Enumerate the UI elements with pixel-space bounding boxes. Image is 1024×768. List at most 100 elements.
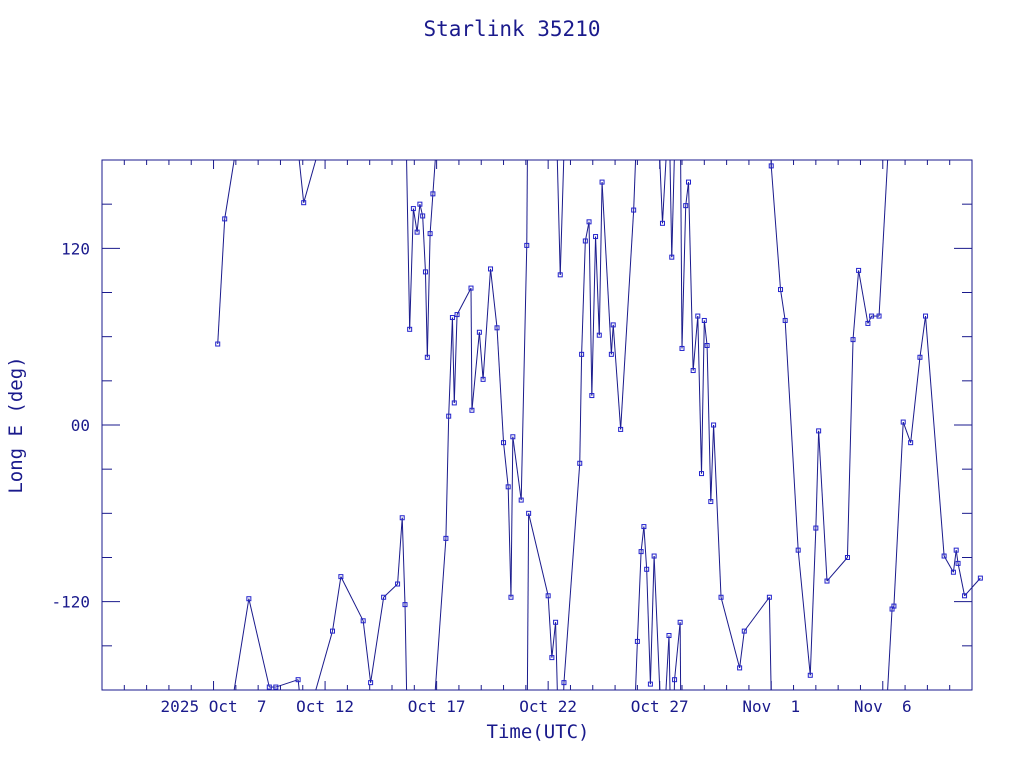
- series-segment: [434, 538, 447, 691]
- data-point: [669, 254, 675, 260]
- data-point: [666, 633, 672, 639]
- series-segment: [692, 316, 699, 371]
- data-point: [686, 179, 692, 185]
- series-segment: [510, 436, 514, 598]
- data-point: [505, 484, 511, 490]
- series-segment: [826, 557, 848, 582]
- series-segment: [233, 598, 250, 691]
- data-point: [599, 179, 605, 185]
- series-segment: [370, 597, 385, 683]
- series-segment: [555, 622, 558, 691]
- series-segment: [878, 159, 889, 317]
- data-point: [683, 203, 689, 209]
- series-segment: [636, 551, 642, 642]
- series-segment: [584, 221, 590, 242]
- data-point: [381, 594, 387, 600]
- series-segment: [579, 354, 583, 464]
- series-segment: [563, 463, 581, 683]
- series-segment: [858, 270, 869, 324]
- data-point: [577, 460, 583, 466]
- series-segment: [770, 165, 782, 290]
- data-point: [417, 201, 423, 207]
- data-point: [468, 285, 474, 291]
- data-point: [301, 200, 307, 206]
- data-point: [579, 351, 585, 357]
- series-segment: [784, 320, 799, 551]
- data-point: [518, 497, 524, 503]
- data-point: [699, 471, 705, 477]
- data-point: [718, 594, 724, 600]
- y-tick-label: -120: [51, 593, 90, 612]
- series-segment: [217, 218, 226, 345]
- series-segment: [818, 430, 828, 582]
- data-point: [410, 206, 416, 212]
- data-point: [690, 368, 696, 374]
- x-tick-label: Oct 12: [296, 697, 354, 716]
- data-point: [593, 234, 599, 240]
- data-point: [950, 569, 956, 575]
- series-segment: [743, 596, 770, 632]
- series-segment: [422, 215, 426, 272]
- data-point: [430, 191, 436, 197]
- data-point: [561, 680, 567, 686]
- series-segment: [893, 422, 904, 607]
- series-segment: [910, 357, 921, 443]
- series-segment: [448, 317, 453, 417]
- series-segment: [512, 436, 522, 501]
- data-point: [782, 317, 788, 323]
- data-point: [295, 677, 301, 683]
- data-point: [330, 628, 336, 634]
- series-segment: [902, 421, 912, 443]
- data-point: [420, 213, 426, 219]
- data-point: [695, 313, 701, 319]
- data-point: [908, 440, 914, 446]
- data-point: [876, 313, 882, 319]
- series-segment: [298, 159, 305, 203]
- data-point: [900, 419, 906, 425]
- data-point: [708, 499, 714, 505]
- data-point: [469, 407, 475, 413]
- data-point: [634, 638, 640, 644]
- series-segment: [697, 316, 703, 474]
- series-segment: [925, 316, 945, 557]
- x-axis-label: Time(UTC): [487, 721, 590, 743]
- series-segment: [315, 630, 333, 691]
- series-segment: [671, 159, 675, 258]
- series-segment: [429, 193, 434, 234]
- data-point: [795, 547, 801, 553]
- data-point: [824, 578, 830, 584]
- x-tick-label: Nov 6: [854, 697, 912, 716]
- series-segment: [453, 314, 458, 403]
- x-tick-label: 2025 Oct 7: [161, 697, 267, 716]
- data-point: [608, 351, 614, 357]
- series-segment: [362, 620, 372, 683]
- series-segment: [551, 622, 557, 658]
- data-point: [266, 684, 272, 690]
- data-point: [813, 525, 819, 531]
- x-axis-tick-labels: 2025 Oct 7 Oct 12 Oct 17 Oct 22 Oct 27 Nov 1 N…: [161, 697, 912, 716]
- data-point: [891, 603, 897, 609]
- series-segment: [598, 182, 603, 336]
- series-segment: [601, 182, 612, 355]
- data-point: [816, 428, 822, 434]
- series-segment: [635, 641, 638, 691]
- series-segment: [224, 159, 235, 219]
- data-point: [399, 515, 405, 521]
- data-point: [741, 628, 747, 634]
- data-point: [679, 345, 685, 351]
- series-segment: [409, 208, 414, 330]
- data-point: [641, 524, 647, 530]
- series-segment: [482, 268, 492, 380]
- series-segment: [275, 679, 299, 688]
- series-segment: [426, 233, 431, 358]
- plot-frame: [101, 159, 973, 691]
- series-segment: [507, 486, 512, 598]
- series-segment: [809, 528, 817, 676]
- series-segment: [456, 287, 472, 315]
- data-point: [586, 219, 592, 225]
- series-segment: [952, 550, 957, 573]
- y-tick-label: 120: [61, 239, 90, 258]
- series-segment: [556, 159, 561, 275]
- data-point: [923, 313, 929, 319]
- series-segment: [595, 236, 600, 336]
